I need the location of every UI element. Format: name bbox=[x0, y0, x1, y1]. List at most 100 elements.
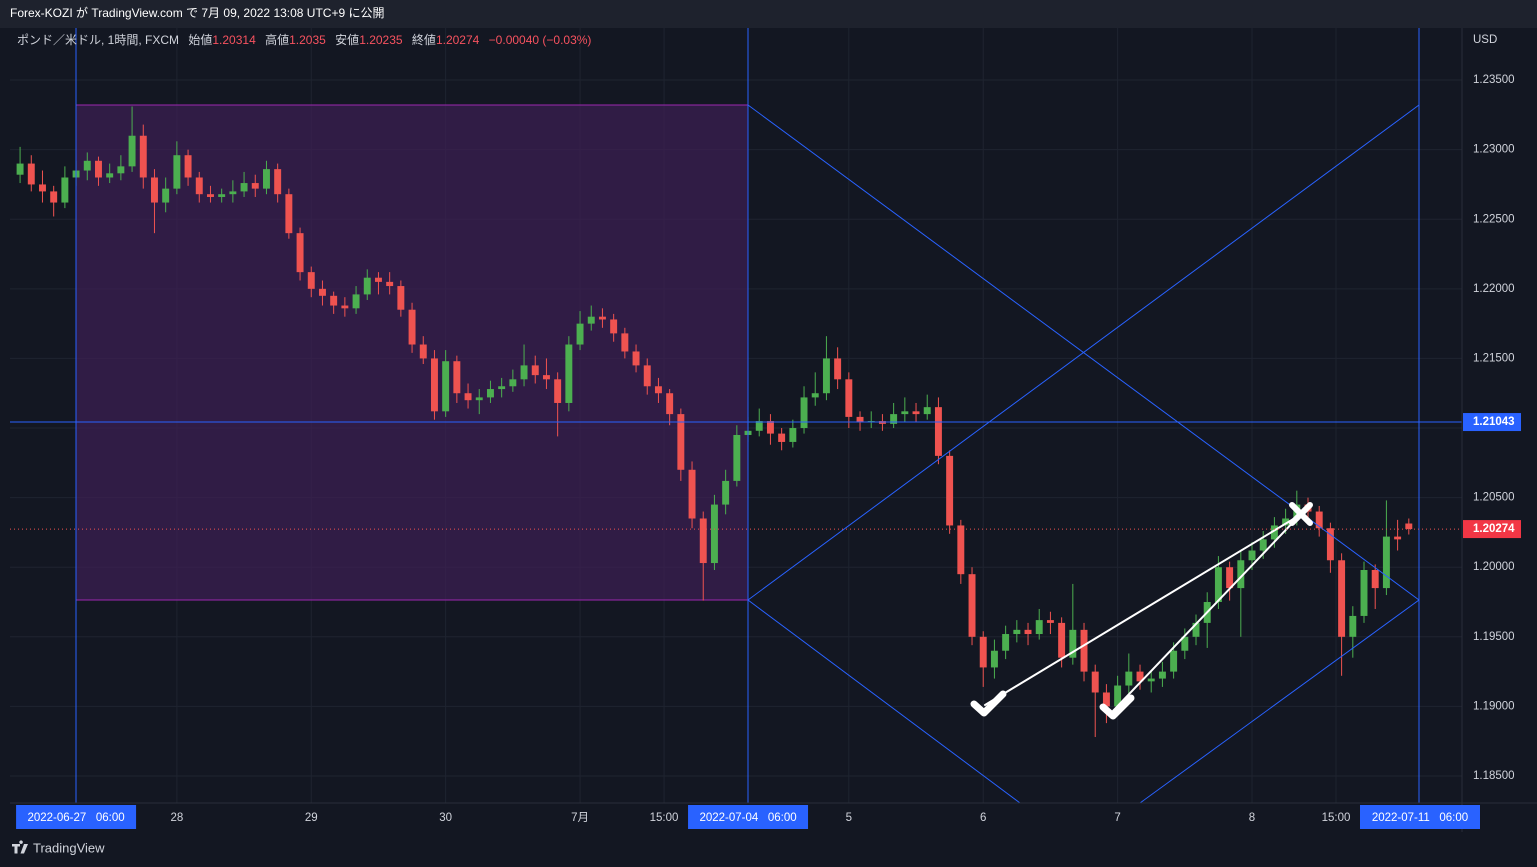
candle-body bbox=[285, 194, 293, 234]
candle-body bbox=[1170, 650, 1178, 672]
candle-body bbox=[106, 173, 114, 178]
candle-body bbox=[296, 233, 304, 273]
candle-body bbox=[565, 344, 573, 403]
x-tick-label: 8 bbox=[1249, 812, 1255, 824]
candle-body bbox=[834, 358, 842, 380]
candle-body bbox=[1091, 671, 1099, 693]
candle-body bbox=[1035, 620, 1043, 635]
candle-body bbox=[430, 358, 438, 412]
price-lines bbox=[10, 421, 1462, 530]
x-tick-highlight bbox=[16, 805, 137, 829]
candle-body bbox=[542, 375, 550, 380]
candle-body bbox=[1270, 525, 1278, 540]
legend-value: 1.20235 bbox=[359, 33, 403, 47]
y-tick-label: 1.20000 bbox=[1473, 561, 1515, 573]
x-tick-label: 29 bbox=[305, 812, 318, 824]
candle-body bbox=[957, 525, 965, 575]
candle-body bbox=[1405, 523, 1413, 530]
y-tick-label: 1.22500 bbox=[1473, 213, 1515, 225]
y-tick-label: 1.20500 bbox=[1473, 492, 1515, 504]
candle-body bbox=[632, 351, 640, 366]
legend-label: 安値 bbox=[335, 32, 359, 47]
candle-body bbox=[1136, 671, 1144, 682]
candle-body bbox=[666, 393, 674, 415]
candle-body bbox=[151, 177, 158, 203]
publish-title: Forex-KOZI が TradingView.com で 7月 09, 20… bbox=[10, 5, 384, 20]
diagonal-line bbox=[747, 599, 1021, 804]
candle-body bbox=[162, 188, 170, 203]
candle-body bbox=[1192, 622, 1200, 637]
candle-body bbox=[688, 469, 696, 519]
candle-body bbox=[1058, 622, 1066, 658]
candle-body bbox=[498, 386, 506, 390]
y-tick-label: 1.21500 bbox=[1473, 352, 1515, 364]
candle-body bbox=[621, 333, 629, 352]
candle-body bbox=[722, 480, 730, 505]
candle-body bbox=[822, 358, 830, 394]
candle-body bbox=[475, 397, 483, 401]
candle-body bbox=[1360, 569, 1368, 616]
candle-body bbox=[374, 277, 382, 282]
candle-body bbox=[206, 194, 214, 197]
candle-body bbox=[274, 169, 282, 195]
candle-body bbox=[464, 393, 472, 401]
price-badge-label: 1.21043 bbox=[1473, 416, 1515, 428]
diagonal-line bbox=[747, 104, 1420, 601]
legend-value: 1.20314 bbox=[212, 33, 256, 47]
footer bbox=[0, 832, 1537, 867]
annotations bbox=[970, 502, 1313, 720]
trend-line bbox=[1111, 514, 1301, 713]
price-badge bbox=[1463, 520, 1521, 539]
logo bbox=[12, 840, 28, 854]
candle-body bbox=[1125, 671, 1133, 686]
candle-body bbox=[1259, 539, 1267, 551]
candle-body bbox=[352, 294, 360, 309]
legend-label: 始値 bbox=[188, 32, 212, 47]
candle-body bbox=[856, 416, 864, 423]
trend-line bbox=[984, 514, 1301, 706]
legend-label: 終値 bbox=[412, 32, 436, 47]
candle-body bbox=[1024, 629, 1032, 635]
candle-body bbox=[50, 191, 58, 203]
candle-body bbox=[901, 411, 909, 415]
cross-mark bbox=[1289, 502, 1313, 526]
candle-body bbox=[61, 177, 69, 203]
candle-body bbox=[16, 163, 24, 175]
candle-body bbox=[1282, 518, 1290, 526]
candle-body bbox=[710, 504, 718, 564]
x-tick-label: 2022-07-04 06:00 bbox=[699, 812, 796, 824]
candle-body bbox=[1002, 634, 1010, 651]
y-tick-label: 1.18500 bbox=[1473, 770, 1515, 782]
candle-body bbox=[598, 316, 606, 320]
candle-body bbox=[1394, 536, 1402, 540]
legend-change: −0.00040 (−0.03%) bbox=[489, 33, 592, 47]
x-tick-label: 28 bbox=[170, 812, 183, 824]
candle-body bbox=[890, 414, 898, 424]
candle-body bbox=[778, 433, 786, 442]
y-tick-label: 1.19500 bbox=[1473, 631, 1515, 643]
legend: ポンド／米ドル, 1時間, FXCM 始値1.20314 高値1.2035 安値… bbox=[17, 32, 591, 47]
candle-body bbox=[128, 135, 136, 167]
candle-body bbox=[1158, 671, 1166, 679]
candle-body bbox=[968, 574, 976, 637]
candle-body bbox=[341, 305, 349, 309]
candle-body bbox=[307, 272, 315, 289]
candle-body bbox=[576, 323, 584, 345]
candle-body bbox=[654, 386, 662, 394]
candle-body bbox=[419, 344, 427, 359]
candle-body bbox=[1181, 636, 1189, 651]
candle-body bbox=[800, 397, 808, 429]
candle-body bbox=[240, 183, 248, 192]
candle-body bbox=[27, 163, 35, 185]
candle-body bbox=[755, 421, 763, 431]
candle-body bbox=[1226, 567, 1234, 589]
brand: TradingView bbox=[33, 840, 105, 855]
candle-body bbox=[587, 316, 595, 324]
candle-body bbox=[1069, 629, 1077, 658]
candle-body bbox=[946, 455, 954, 526]
candle-body bbox=[1382, 536, 1390, 589]
candle-body bbox=[733, 434, 741, 481]
diagonal-line bbox=[1139, 599, 1420, 804]
candle-body bbox=[330, 295, 338, 306]
